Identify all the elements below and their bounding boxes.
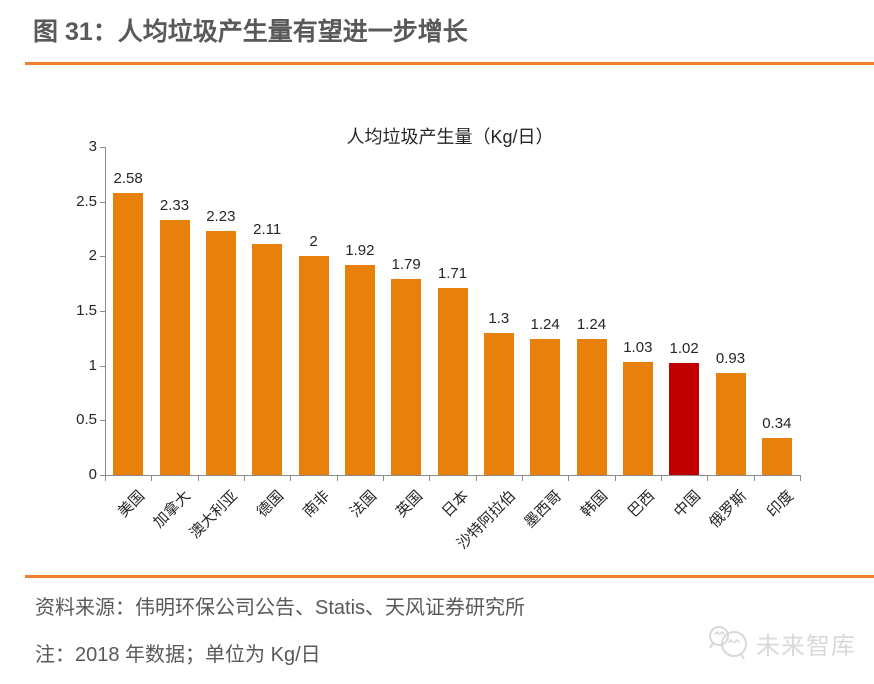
y-axis-tick-label: 0 <box>88 466 97 483</box>
y-axis-tick <box>100 311 105 312</box>
x-axis-category-label: 巴西 <box>624 487 658 521</box>
bar-value-label: 2.58 <box>113 169 143 187</box>
x-axis-tick <box>568 476 570 481</box>
x-axis-tick <box>105 476 106 481</box>
bar-value-label: 1.02 <box>669 340 699 358</box>
x-axis-category-label: 日本 <box>439 487 473 521</box>
x-axis-tick <box>753 476 755 481</box>
x-axis-tick <box>429 476 431 481</box>
y-axis-tick-label: 1 <box>88 356 97 374</box>
bar-value-label: 1.79 <box>391 256 421 274</box>
x-axis-category-label: 俄罗斯 <box>706 487 751 532</box>
top-divider <box>25 62 874 65</box>
bar-value-label: 0.34 <box>762 414 792 432</box>
bar-加拿大 <box>159 220 190 475</box>
bar-印度 <box>761 437 792 475</box>
x-axis-tick <box>614 476 616 481</box>
bar-value-label: 1.03 <box>623 339 653 357</box>
bar-value-label: 0.93 <box>715 350 746 368</box>
x-axis-category-label: 英国 <box>392 487 427 521</box>
bar-法国 <box>344 265 375 475</box>
bar-韩国 <box>576 339 607 475</box>
bar-德国 <box>252 244 283 475</box>
y-axis-tick <box>100 475 105 476</box>
bar-俄罗斯 <box>715 373 746 475</box>
x-axis-category-label: 德国 <box>253 487 288 521</box>
x-axis-tick <box>383 476 384 481</box>
bar-沙特阿拉伯 <box>483 332 514 475</box>
x-axis-tick <box>661 476 662 481</box>
x-axis-tick <box>336 476 338 481</box>
x-axis-tick <box>290 476 292 481</box>
y-axis-tick-label: 2 <box>88 247 97 265</box>
bar-value-label: 1.24 <box>530 316 560 334</box>
x-axis-category-label: 中国 <box>670 487 705 521</box>
wechat-logo-icon <box>709 626 747 660</box>
watermark: 未来智库 <box>706 623 856 663</box>
bar-墨西哥 <box>530 339 561 475</box>
y-axis-tick-label: 3 <box>88 138 97 155</box>
bar-巴西 <box>622 362 653 475</box>
bar-chart-plot-area: 0 0.5 1 1.5 2 2.5 3 2.58 美国 2.33 加拿大 2.23 澳大利亚 2.11 德国… <box>76 138 801 553</box>
bar-南非 <box>298 256 329 475</box>
y-axis-tick <box>100 147 105 148</box>
source-note: 资料来源：伟明环保公司公告、Statis、天风证券研究所 <box>35 597 526 619</box>
bar-value-label: 1.71 <box>437 265 468 283</box>
bar-英国 <box>391 279 422 475</box>
bar-value-label: 2 <box>309 233 318 251</box>
bar-value-label: 2.11 <box>253 221 282 239</box>
x-axis-tick <box>522 476 523 481</box>
bar-value-label: 2.33 <box>159 197 190 215</box>
x-axis-category-label: 法国 <box>346 487 380 521</box>
figure-title: 图 31：人均垃圾产生量有望进一步增长 <box>33 18 468 46</box>
x-axis-tick <box>707 476 709 481</box>
bar-value-label: 1.24 <box>576 316 607 334</box>
y-axis-tick <box>100 420 105 422</box>
bar-value-label: 1.92 <box>345 242 375 260</box>
y-axis-tick-label: 2.5 <box>76 192 97 210</box>
y-axis-tick <box>100 256 105 258</box>
x-axis-tick <box>244 476 245 481</box>
y-axis-tick <box>100 201 105 203</box>
bar-澳大利亚 <box>205 231 236 475</box>
x-axis-category-label: 加拿大 <box>150 487 195 532</box>
x-axis-category-label: 印度 <box>763 487 797 521</box>
x-axis-tick <box>475 476 477 481</box>
x-axis-category-label: 墨西哥 <box>521 487 566 532</box>
bar-美国 <box>113 192 144 475</box>
bottom-divider <box>25 575 874 578</box>
x-axis-category-label: 美国 <box>114 487 149 521</box>
x-axis-category-label: 南非 <box>300 487 334 521</box>
y-axis-line <box>105 147 106 475</box>
bar-value-label: 2.23 <box>206 208 236 226</box>
bar-value-label: 1.3 <box>488 309 510 327</box>
y-axis-tick-label: 1.5 <box>76 302 97 319</box>
data-note: 注：2018 年数据；单位为 Kg/日 <box>35 644 321 666</box>
x-axis-line <box>105 475 801 476</box>
bar-日本 <box>437 288 468 475</box>
bar-中国 <box>669 363 700 475</box>
y-axis-tick <box>100 365 105 367</box>
watermark-text: 未来智库 <box>756 632 856 660</box>
chart-title: 人均垃圾产生量（Kg/日） <box>346 127 554 147</box>
y-axis-tick-label: 0.5 <box>76 411 97 429</box>
x-axis-tick <box>151 476 153 481</box>
x-axis-tick <box>197 476 199 481</box>
x-axis-tick <box>800 476 801 481</box>
x-axis-category-label: 澳大利亚 <box>186 487 241 542</box>
x-axis-category-label: 韩国 <box>578 487 612 521</box>
